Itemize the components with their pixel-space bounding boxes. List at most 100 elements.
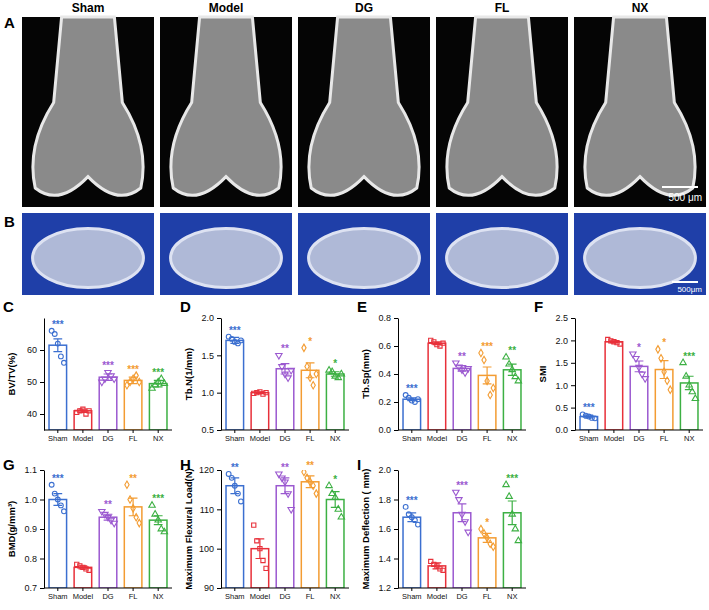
y-tick: 0.0	[555, 425, 575, 435]
y-tick-label: 0.2	[378, 397, 391, 407]
y-tick-mark	[571, 385, 575, 386]
bar	[74, 411, 92, 430]
x-tick-label: DG	[456, 592, 467, 601]
data-point	[111, 521, 117, 527]
ct-3d-image	[298, 213, 430, 295]
x-tick-label: Model	[427, 434, 448, 443]
data-point	[465, 367, 471, 373]
scale-bar-label: 500μm	[677, 285, 702, 294]
y-tick: 2.0	[555, 336, 575, 346]
y-axis-title: Maximum Flexural Load(N)	[183, 468, 194, 589]
image-ground	[298, 17, 430, 207]
data-point	[515, 537, 521, 543]
image-label: FL	[495, 1, 510, 15]
error-bar	[407, 513, 416, 522]
x-tick: DG	[633, 430, 644, 443]
x-tick-label: Sham	[225, 434, 245, 443]
x-tick: DG	[279, 430, 290, 443]
y-axis: 0.70.80.91.01.1	[24, 465, 44, 593]
y-tick-label: 0.5	[555, 403, 568, 413]
y-tick-mark	[40, 588, 44, 589]
y-tick-mark	[571, 340, 575, 341]
bar	[276, 369, 294, 430]
data-point	[137, 378, 141, 385]
bar	[74, 567, 92, 588]
bar	[276, 486, 294, 588]
x-tick: NX	[507, 430, 517, 443]
y-tick: 60	[27, 345, 44, 355]
x-tick: Model	[250, 430, 271, 443]
data-point	[488, 391, 492, 398]
y-tick-label: 1.0	[201, 388, 214, 398]
x-tick-label: Model	[250, 592, 271, 601]
y-tick: 120	[199, 465, 221, 475]
y-tick: 0.7	[24, 583, 44, 593]
data-point	[258, 547, 262, 551]
bone-shape	[447, 228, 558, 287]
bar	[605, 342, 623, 430]
x-tick: Model	[73, 430, 94, 443]
data-point	[456, 498, 462, 504]
y-tick-mark	[571, 318, 575, 319]
data-point	[161, 528, 167, 534]
x-tick-label: DG	[102, 592, 113, 601]
bar	[301, 370, 319, 430]
y-axis-title: BMD(g/mm³)	[6, 501, 17, 557]
data-point	[87, 568, 91, 572]
data-point	[686, 381, 692, 387]
data-point	[314, 370, 318, 377]
ct-image	[436, 17, 568, 207]
data-point	[515, 377, 521, 383]
y-tick: 2.0	[378, 465, 398, 475]
data-point	[55, 497, 60, 502]
y-tick-mark	[40, 529, 44, 530]
data-point	[252, 523, 256, 527]
error-bar	[53, 339, 62, 352]
data-point	[335, 506, 341, 512]
y-tick-mark	[40, 382, 44, 383]
chart-panel: I1.21.41.61.82.0ShamModelDGFLNXMaximum D…	[357, 456, 526, 601]
x-tick: Model	[427, 588, 448, 601]
data-point	[52, 491, 57, 496]
data-point	[593, 416, 598, 421]
data-point	[235, 491, 240, 496]
x-tick-label: NX	[153, 592, 163, 601]
data-point	[58, 503, 63, 508]
x-tick-label: NX	[330, 434, 340, 443]
y-tick: 0.8	[24, 554, 44, 564]
data-point	[441, 568, 445, 572]
y-axis-line	[221, 319, 222, 431]
error-bar	[433, 563, 442, 569]
data-point	[261, 558, 265, 562]
x-tick-label: DG	[279, 434, 290, 443]
error-bar	[508, 501, 517, 525]
significance-label: ***	[152, 493, 164, 504]
image-label: NX	[632, 1, 649, 15]
error-bar	[230, 337, 239, 343]
y-tick-mark	[394, 529, 398, 530]
data-point	[409, 515, 414, 520]
significance-label: **	[231, 462, 239, 473]
x-axis: ShamModelDGFLNX	[575, 430, 703, 443]
x-tick: FL	[483, 430, 492, 443]
chart-panel: C405060ShamModelDGFLNXBV/TV(%)**********…	[3, 298, 172, 443]
data-point	[662, 368, 666, 375]
data-point	[111, 377, 117, 383]
ct-image	[574, 17, 706, 207]
bar	[149, 384, 167, 430]
data-point	[491, 384, 495, 391]
plot-area	[403, 338, 522, 430]
x-tick-label: Model	[73, 434, 94, 443]
y-tick-mark	[40, 470, 44, 471]
y-axis: 405060	[27, 319, 45, 431]
y-axis: 0.51.01.52.0	[201, 313, 221, 435]
figure: ABShamModelDGFLNX500 μm500μmC405060ShamM…	[0, 0, 709, 610]
y-tick: 1.1	[24, 465, 44, 475]
significance-label: *	[333, 474, 337, 485]
y-tick-label: 110	[200, 505, 214, 515]
bar	[503, 370, 521, 430]
chart-panel: D0.51.01.52.0ShamModelDGFLNXTb.N(1/mm)**…	[180, 298, 349, 443]
x-tick-label: NX	[153, 434, 163, 443]
significance-label: ***	[127, 364, 139, 375]
data-point	[308, 374, 312, 381]
